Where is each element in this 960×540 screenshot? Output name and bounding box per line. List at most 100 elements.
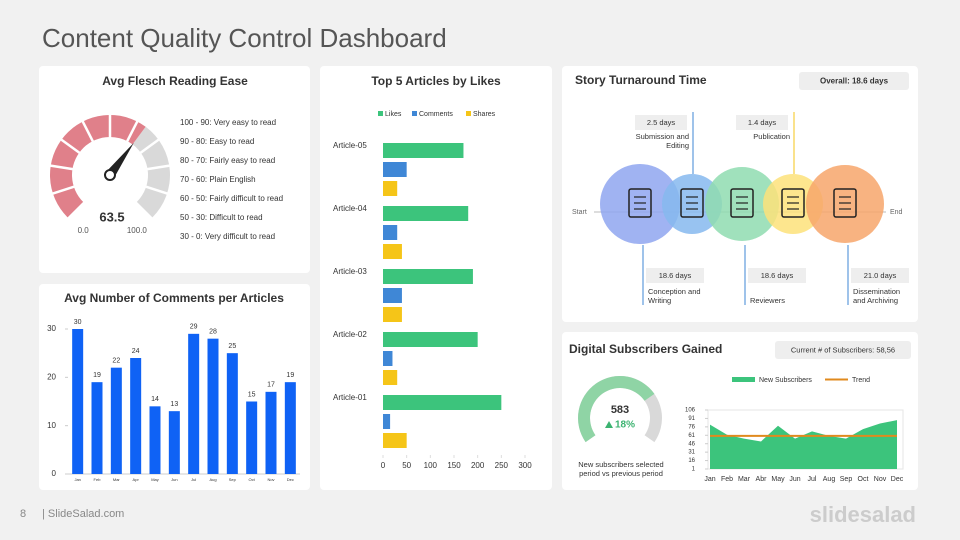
bar — [207, 338, 219, 474]
gauge-gap — [81, 120, 95, 143]
note: New subscribers selected — [578, 460, 663, 469]
needle-hub — [104, 169, 116, 181]
callout-label: Submission and — [636, 132, 689, 141]
legend-label: Comments — [419, 111, 453, 118]
bar — [265, 391, 277, 474]
bar — [383, 307, 402, 322]
legend-swatch — [732, 377, 755, 382]
y-tick-label: Article-05 — [333, 141, 367, 150]
bar — [110, 367, 122, 474]
x-tick-label: 100 — [424, 461, 438, 470]
x-tick-label: 300 — [518, 461, 532, 470]
callout-label: Dissemination — [853, 287, 900, 296]
bar — [383, 351, 393, 366]
x-tick-label: 50 — [402, 461, 411, 470]
callout-box — [736, 115, 788, 130]
x-tick-label: Nov — [874, 476, 887, 483]
gauge-fill — [578, 376, 655, 443]
legend-item: 50 - 30: Difficult to read — [180, 213, 263, 222]
y-tick-label: 46 — [688, 441, 695, 447]
stage-icon — [680, 188, 704, 218]
gauge-value-label: 63.5 — [99, 209, 124, 224]
gauge-gap — [125, 120, 139, 143]
gauge-gap — [144, 185, 169, 196]
bar — [72, 329, 84, 474]
x-tick-label: 0 — [381, 461, 386, 470]
callout-box — [635, 115, 687, 130]
chart-title: Top 5 Articles by Likes — [371, 74, 501, 88]
bar — [383, 433, 407, 448]
panel-title: Story Turnaround Time — [575, 73, 707, 87]
bar — [383, 395, 502, 410]
gauge-tick-label: 0.0 — [78, 226, 90, 235]
bar — [383, 162, 407, 177]
bar — [383, 244, 402, 259]
callout-days: 21.0 days — [864, 271, 897, 280]
legend-item: 90 - 80: Easy to read — [180, 137, 254, 146]
gauge-gap — [49, 164, 74, 171]
bar — [226, 353, 238, 474]
x-tick-label: Dec — [287, 477, 294, 482]
gauge-gap — [146, 164, 171, 171]
bar — [130, 358, 142, 474]
y-tick-label: Article-01 — [333, 393, 367, 402]
y-tick-label: Article-04 — [333, 204, 367, 213]
y-tick-label: 30 — [47, 324, 56, 333]
x-tick-label: May — [151, 477, 159, 482]
bar — [383, 414, 391, 429]
badge-text: Overall: 18.6 days — [820, 77, 889, 86]
stage-circle — [662, 174, 722, 234]
x-tick-label: Apr — [133, 477, 140, 482]
y-tick-label: 91 — [688, 416, 695, 422]
note: period vs previous period — [579, 469, 663, 478]
value-label: 25 — [228, 343, 236, 350]
bar — [383, 225, 398, 240]
bar — [246, 401, 258, 474]
callout-box — [748, 268, 806, 283]
legend-swatch — [466, 111, 471, 116]
legend-swatch — [378, 111, 383, 116]
callout-label: and Archiving — [853, 296, 898, 305]
start-label: Start — [572, 209, 587, 216]
x-tick-label: 200 — [471, 461, 485, 470]
x-tick-label: Jun — [789, 476, 800, 483]
value-label: 15 — [248, 391, 256, 398]
bar — [383, 143, 464, 158]
chart-title: Avg Number of Comments per Articles — [64, 291, 284, 305]
x-tick-label: Aug — [209, 477, 216, 482]
bar — [383, 206, 469, 221]
legend-item: 80 - 70: Fairly easy to read — [180, 156, 275, 165]
x-tick-label: Feb — [94, 477, 102, 482]
gauge-gap — [59, 138, 81, 155]
stage-circle — [806, 165, 884, 243]
x-tick-label: Mar — [738, 476, 751, 483]
value-label: 28 — [209, 329, 217, 336]
x-tick-label: Dec — [891, 476, 904, 483]
x-tick-label: 250 — [495, 461, 509, 470]
y-tick-label: 31 — [688, 450, 695, 456]
callout-box — [851, 268, 909, 283]
legend-swatch — [412, 111, 417, 116]
value-label: 14 — [151, 396, 159, 403]
y-tick-label: Article-02 — [333, 330, 367, 339]
y-tick-label: 16 — [688, 458, 695, 464]
value-label: 19 — [286, 372, 294, 379]
x-tick-label: Nov — [267, 477, 274, 482]
callout-days: 18.6 days — [761, 271, 794, 280]
x-tick-label: Oct — [858, 476, 869, 483]
footer: | SlideSalad.com — [42, 508, 124, 520]
legend-item: 70 - 60: Plain English — [180, 175, 256, 184]
brand: slidesalad — [810, 502, 916, 527]
x-tick-label: Abr — [756, 476, 768, 483]
y-tick-label: Article-03 — [333, 267, 367, 276]
y-tick-label: 106 — [685, 408, 696, 414]
badge-text: Current # of Subscribers: 58,56 — [791, 345, 895, 354]
stage-circle — [705, 167, 779, 241]
bar — [383, 269, 473, 284]
y-tick-label: 61 — [688, 433, 695, 439]
badge — [775, 341, 911, 359]
x-tick-label: Jul — [191, 477, 196, 482]
gauge-gap — [51, 185, 76, 196]
callout-label: Publication — [753, 132, 790, 141]
